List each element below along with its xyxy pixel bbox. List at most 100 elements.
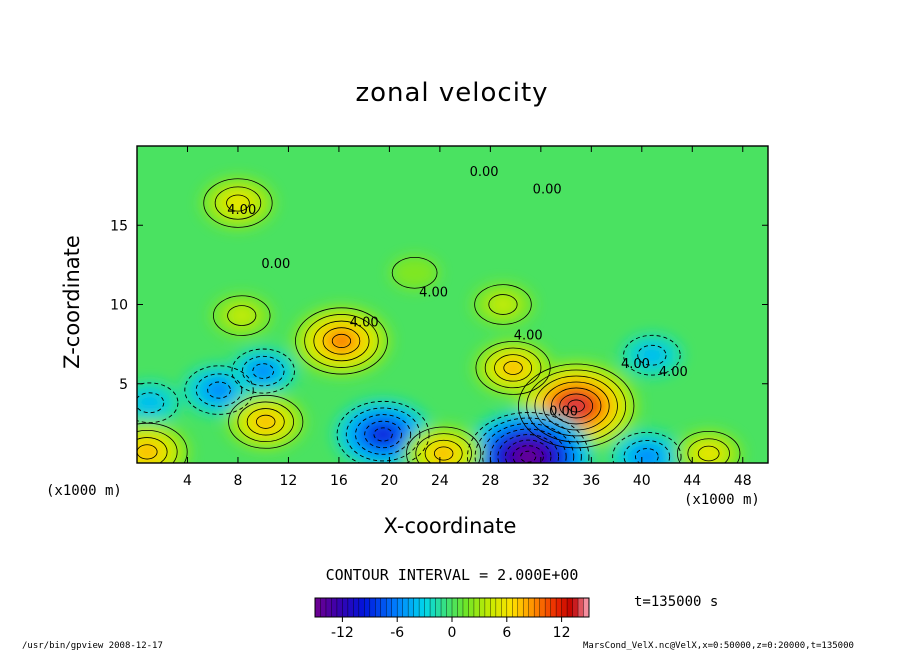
feature-fill [502, 360, 524, 376]
feature-fill [194, 372, 244, 408]
feature-fill [482, 346, 544, 390]
colorbar-cell [462, 598, 469, 617]
feature-fill [343, 405, 424, 463]
x-tick-label: 20 [380, 473, 398, 489]
contour-line [623, 334, 681, 376]
z-unit-label: (x1000 m) [46, 483, 122, 499]
chart-title: zonal velocity [355, 78, 549, 108]
contour-label: 0.00 [533, 183, 562, 198]
colorbar-cell [479, 598, 486, 617]
colorbar-cell [561, 598, 568, 617]
feature-fill [403, 424, 485, 463]
contour-label: 4.00 [514, 328, 543, 343]
feature-fill [235, 400, 297, 444]
contour-line [137, 382, 179, 424]
contour-line [559, 393, 594, 419]
contour-label: 0.00 [470, 165, 499, 180]
field-background [137, 146, 768, 463]
colorbar-cell [545, 598, 552, 617]
contour-line [687, 438, 730, 463]
feature-fill [567, 399, 586, 413]
colorbar-cell [441, 598, 448, 617]
contour-line [623, 440, 671, 463]
colorbar-cell [495, 598, 502, 617]
feature-fill [225, 392, 307, 451]
colorbar-cell [331, 598, 338, 617]
contour-label: 4.00 [350, 316, 379, 331]
feature-fill [200, 176, 276, 230]
colorbar-cell [452, 598, 458, 617]
contour-line [526, 369, 627, 443]
contour-line [295, 307, 388, 375]
feature-fill [634, 447, 660, 463]
contour-line [331, 333, 352, 348]
feature-fill [137, 420, 191, 463]
feature-fill [470, 414, 586, 463]
feature-fill [213, 185, 263, 221]
contour-line [137, 422, 188, 463]
feature-fill [181, 363, 257, 417]
contour-line [226, 194, 250, 212]
colorbar-cell [424, 598, 431, 617]
contour-label: 4.00 [659, 365, 688, 380]
contour-line [252, 363, 275, 379]
feature-fill [503, 438, 553, 463]
colorbar-cell [490, 598, 497, 617]
y-tick-label: 15 [110, 218, 128, 234]
contour-line [137, 429, 178, 463]
contour-label: 4.00 [419, 286, 448, 301]
feature-fill [478, 420, 578, 463]
feature-fill [609, 430, 685, 463]
colorbar-cell [446, 598, 453, 617]
contour-line [637, 344, 667, 366]
feature-fill [255, 414, 276, 429]
feature-fill [674, 429, 743, 463]
colorbar-cell [402, 598, 409, 617]
contour-line [512, 445, 544, 463]
colorbar-cell [347, 598, 354, 617]
feature-fill [486, 426, 570, 463]
feature-fill [522, 366, 631, 446]
x-tick-label: 48 [734, 473, 752, 489]
contour-line [634, 448, 659, 463]
contour-line [406, 426, 482, 463]
contour-line [467, 412, 590, 463]
colorbar-cell [315, 598, 321, 617]
contour-line [697, 445, 720, 462]
contour-line [214, 186, 262, 220]
contour-label: 4.00 [227, 203, 256, 218]
feature-fill [353, 412, 414, 457]
x-tick-label: 44 [683, 473, 701, 489]
feature-fill [462, 408, 595, 463]
colorbar-cell [523, 598, 530, 617]
feature-fill [549, 386, 604, 426]
colorbar-cell [369, 598, 376, 617]
feature-fill [321, 326, 362, 356]
contour-line [373, 427, 393, 442]
colorbar-cell [534, 598, 541, 617]
feature-fill [229, 347, 298, 396]
colorbar-cell [473, 598, 480, 617]
colorbar-cell [484, 598, 491, 617]
colorbar-tick-label: -6 [390, 625, 404, 641]
contour-line [228, 394, 304, 449]
colorbar-cell [567, 598, 574, 617]
colorbar-cell [364, 598, 371, 617]
colorbar-tick-label: 6 [502, 625, 511, 641]
feature-fill [697, 445, 721, 462]
contour-line [482, 423, 575, 463]
feature-fill [311, 319, 372, 363]
x-tick-label: 16 [330, 473, 348, 489]
contour-line [520, 450, 537, 463]
contour-line [241, 355, 285, 387]
feature-fill [225, 194, 251, 212]
contour-line [391, 256, 438, 289]
feature-fill [301, 312, 382, 370]
feature-fill [137, 391, 166, 414]
x-tick-label: 8 [233, 473, 242, 489]
x-tick-label: 4 [183, 473, 192, 489]
feature-fill [558, 392, 595, 419]
contour-line [313, 320, 370, 362]
feature-fill [621, 333, 683, 377]
colorbar-cell [397, 598, 404, 617]
